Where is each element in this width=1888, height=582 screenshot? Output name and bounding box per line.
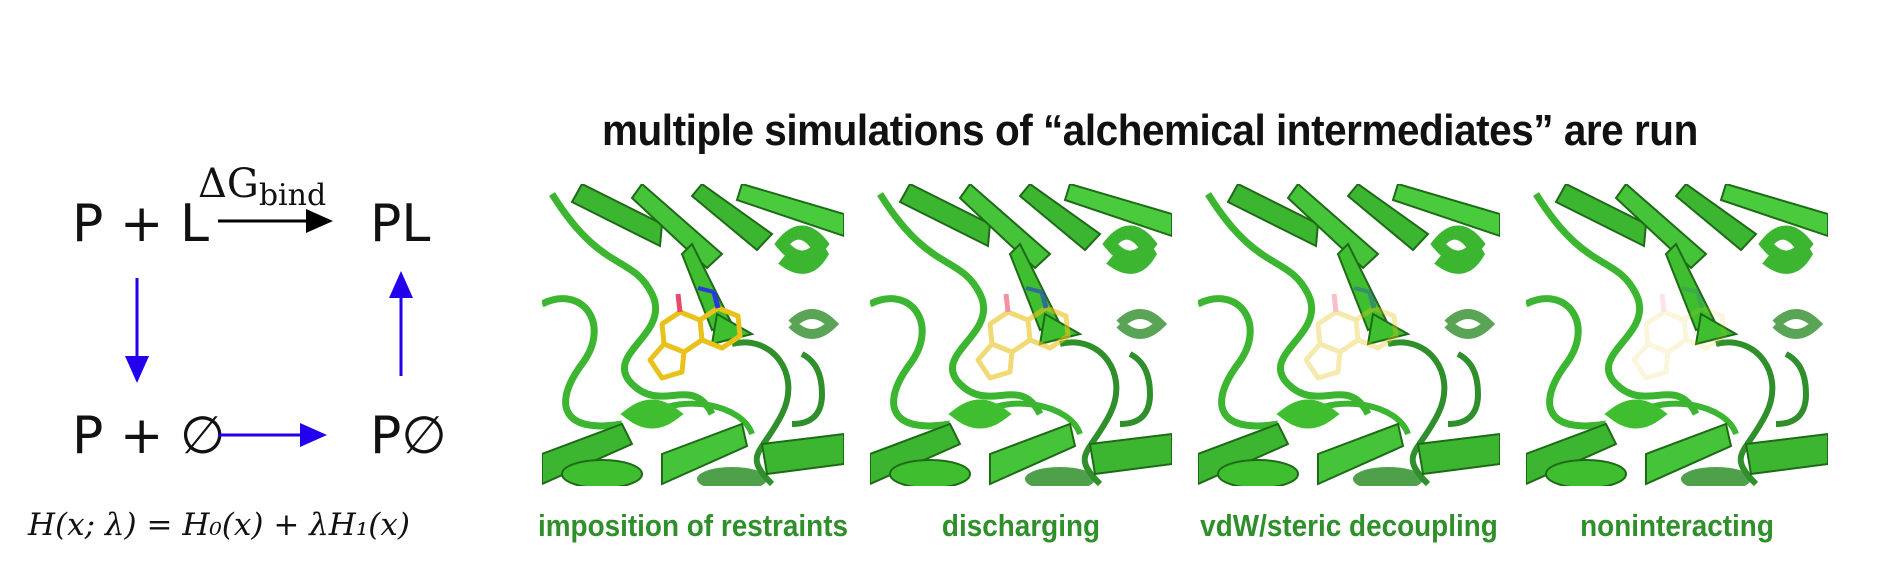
simulation-panel-decoupling <box>1198 184 1500 486</box>
caption-noninteracting: noninteracting <box>1580 508 1774 543</box>
simulation-panel-noninteracting <box>1526 184 1828 486</box>
delta-g-symbol: ΔG <box>198 161 259 207</box>
cycle-state-protein-null: P∅ <box>370 406 447 466</box>
delta-g-subscript: bind <box>258 178 327 213</box>
delta-g-bind-label: ΔGbind <box>198 161 326 211</box>
simulation-panel-restraints <box>542 184 844 486</box>
cycle-arrows <box>125 209 413 447</box>
protein-structure-image <box>870 184 1172 486</box>
caption-discharging: discharging <box>941 508 1101 543</box>
protein-structure-image <box>1526 184 1828 486</box>
simulation-panel-discharging <box>870 184 1172 486</box>
caption-restraints: imposition of restraints <box>537 508 849 543</box>
simulations-title: multiple simulations of “alchemical inte… <box>602 106 1698 155</box>
hamiltonian-equation: H(x; λ) = H₀(x) + λH₁(x) <box>28 507 410 543</box>
cycle-state-complex: PL <box>370 194 431 254</box>
protein-structure-image <box>1198 184 1500 486</box>
cycle-state-protein-plus-ligand: P + L <box>72 194 209 254</box>
cycle-state-protein-plus-null: P + ∅ <box>72 406 226 466</box>
caption-decoupling: vdW/steric decoupling <box>1200 508 1498 543</box>
protein-structure-image <box>542 184 844 486</box>
